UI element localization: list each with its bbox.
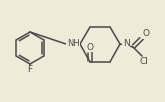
Text: N: N [123, 39, 129, 48]
Text: F: F [27, 65, 33, 74]
Text: Cl: Cl [140, 58, 148, 67]
Text: NH: NH [67, 39, 79, 48]
Text: O: O [86, 43, 94, 52]
Text: O: O [143, 29, 149, 38]
